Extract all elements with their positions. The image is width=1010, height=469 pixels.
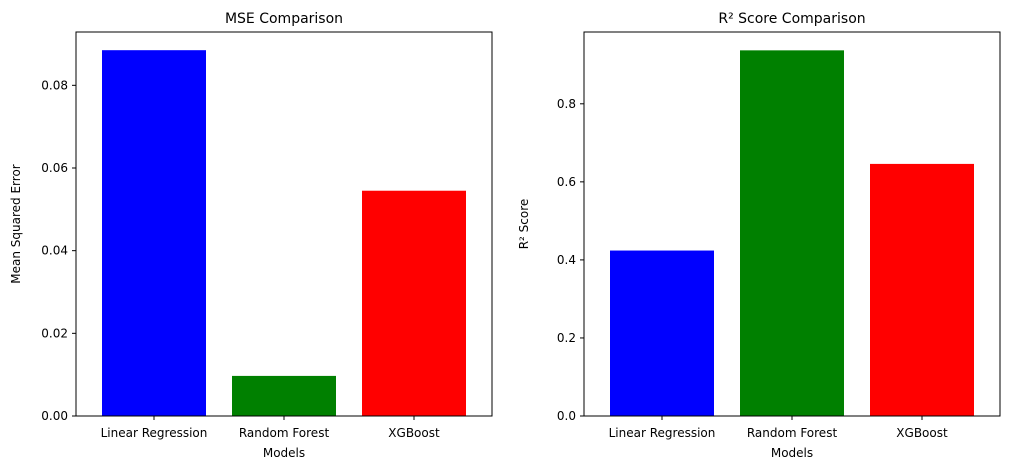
x-axis-label: Models xyxy=(771,446,813,460)
y-axis-label: Mean Squared Error xyxy=(9,164,23,284)
y-tick-label: 0.06 xyxy=(41,161,68,175)
y-tick-label: 0.8 xyxy=(557,97,576,111)
y-tick-label: 0.4 xyxy=(557,253,576,267)
y-axis-label: R² Score xyxy=(517,199,531,250)
y-tick-label: 0.00 xyxy=(41,409,68,423)
x-tick-label: XGBoost xyxy=(388,426,440,440)
mse-chart: MSE Comparison Models Mean Squared Error… xyxy=(9,11,493,460)
x-tick-label: XGBoost xyxy=(896,426,948,440)
plot-frame xyxy=(75,31,493,417)
x-axis-label: Models xyxy=(263,446,305,460)
x-tick-label: Linear Regression xyxy=(101,426,208,440)
x-tick-label: Linear Regression xyxy=(609,426,716,440)
plot-frame xyxy=(583,31,1001,417)
r2-chart: R² Score Comparison Models R² Score Line… xyxy=(517,11,1001,460)
y-tick-label: 0.04 xyxy=(41,244,68,258)
bar-xgboost xyxy=(362,190,466,416)
bar-linear-regression xyxy=(102,50,206,417)
chart-title: R² Score Comparison xyxy=(718,11,865,27)
x-tick-label: Random Forest xyxy=(747,426,838,440)
ticks: Linear Regression Random Forest XGBoost 0.0… xyxy=(41,78,440,440)
x-tick-label: Random Forest xyxy=(239,426,330,440)
chart-title: MSE Comparison xyxy=(225,11,343,27)
y-tick-label: 0.2 xyxy=(557,331,576,345)
bar-xgboost xyxy=(870,163,974,416)
bar-linear-regression xyxy=(610,250,714,416)
y-tick-label: 0.08 xyxy=(41,78,68,92)
ticks: Linear Regression Random Forest XGBoost 0.0… xyxy=(557,97,948,440)
bars xyxy=(610,50,974,417)
y-tick-label: 0.6 xyxy=(557,175,576,189)
y-tick-label: 0.02 xyxy=(41,326,68,340)
bars xyxy=(102,50,466,417)
y-tick-label: 0.0 xyxy=(557,409,576,423)
bar-random-forest xyxy=(740,50,844,417)
bar-random-forest xyxy=(232,375,336,416)
